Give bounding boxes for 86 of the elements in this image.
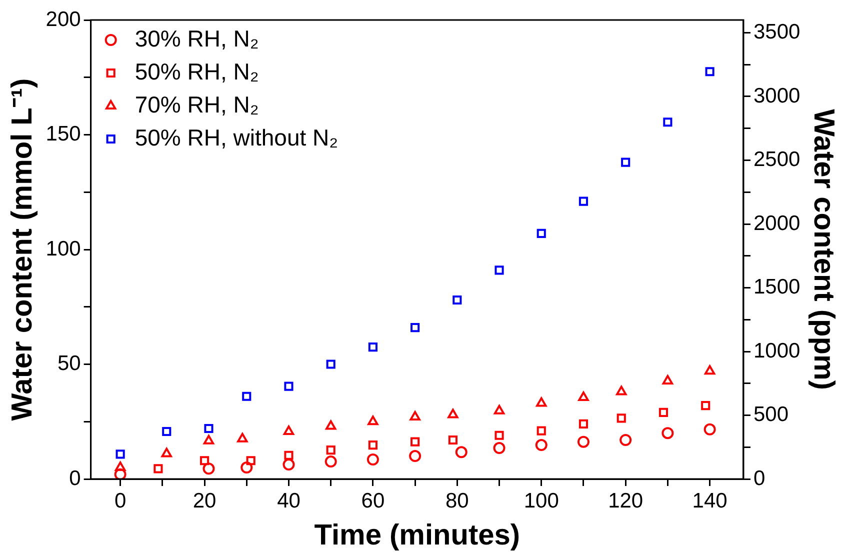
- point: [662, 375, 674, 385]
- point: [494, 266, 504, 275]
- point: [578, 419, 588, 428]
- point: [578, 392, 589, 402]
- point: [366, 453, 379, 466]
- point: [114, 468, 126, 479]
- point: [326, 446, 336, 455]
- point: [452, 295, 462, 305]
- point: [284, 450, 294, 460]
- x-tick-label: 120: [608, 489, 644, 512]
- point: [536, 426, 546, 436]
- y2-tick-label: 2500: [753, 148, 800, 172]
- point: [536, 228, 546, 238]
- point: [448, 408, 458, 418]
- point: [114, 462, 126, 472]
- point: [662, 427, 674, 440]
- x-tick-label: 0: [114, 489, 126, 512]
- point: [203, 434, 214, 444]
- point: [284, 382, 294, 391]
- point: [242, 392, 252, 401]
- point: [162, 426, 172, 436]
- x-tick-label: 140: [692, 489, 728, 512]
- point: [410, 322, 420, 332]
- point: [410, 411, 420, 421]
- y-axis-title: Water content (mmol L⁻¹): [6, 78, 38, 421]
- point: [324, 456, 337, 468]
- point: [704, 365, 716, 375]
- point: [246, 456, 256, 466]
- y2-tick-label: 2000: [753, 212, 800, 235]
- x-tick-label: 40: [277, 489, 300, 512]
- point: [409, 450, 422, 462]
- point: [161, 448, 172, 458]
- point: [616, 414, 626, 423]
- point: [283, 425, 294, 435]
- y-tick-label: 0: [69, 466, 81, 490]
- point: [237, 432, 248, 442]
- point: [577, 436, 590, 448]
- point: [116, 450, 125, 459]
- y-tick-label: 100: [46, 237, 81, 260]
- y2-tick-label: 3500: [753, 20, 800, 44]
- point: [658, 408, 668, 417]
- x-tick-label: 100: [524, 489, 559, 512]
- legend-label: 30% RH, N₂: [134, 25, 259, 52]
- point: [368, 416, 378, 426]
- point: [621, 158, 630, 167]
- y-tick-label: 200: [46, 8, 81, 31]
- x-axis-title: Time (minutes): [314, 520, 520, 552]
- y2-tick-label: 3000: [753, 84, 800, 108]
- x-tick-label: 60: [361, 489, 385, 512]
- y2-axis-title: Water content (ppm): [808, 109, 840, 390]
- x-tick-label: 80: [445, 489, 469, 512]
- legend-label: 50% RH, N₂: [134, 58, 259, 84]
- y2-tick-label: 1500: [753, 276, 800, 299]
- point: [368, 342, 378, 352]
- y2-tick-label: 0: [753, 466, 766, 490]
- point: [204, 424, 214, 434]
- point: [202, 462, 215, 475]
- point: [663, 118, 672, 127]
- point: [200, 456, 210, 466]
- point: [536, 397, 547, 407]
- point: [494, 430, 504, 440]
- point: [620, 434, 632, 446]
- legend-label: 50% RH, without N₂: [134, 124, 338, 150]
- point: [326, 360, 336, 369]
- point: [410, 437, 420, 446]
- point: [493, 442, 506, 454]
- point: [240, 462, 253, 474]
- point: [705, 67, 714, 76]
- point: [282, 458, 295, 471]
- y-tick-label: 50: [57, 352, 81, 376]
- point: [368, 440, 378, 450]
- point: [535, 439, 548, 452]
- x-tick-label: 20: [192, 489, 216, 512]
- point: [578, 196, 588, 206]
- y2-tick-label: 500: [753, 403, 789, 426]
- point: [701, 401, 710, 410]
- y2-tick-label: 1000: [753, 339, 800, 362]
- point: [154, 464, 163, 474]
- point: [455, 446, 468, 458]
- point: [448, 435, 458, 445]
- point: [326, 420, 336, 430]
- legend-label: 70% RH, N₂: [134, 91, 259, 118]
- point: [616, 386, 627, 396]
- point: [494, 404, 505, 414]
- y-tick-label: 150: [46, 122, 81, 146]
- point: [704, 423, 716, 436]
